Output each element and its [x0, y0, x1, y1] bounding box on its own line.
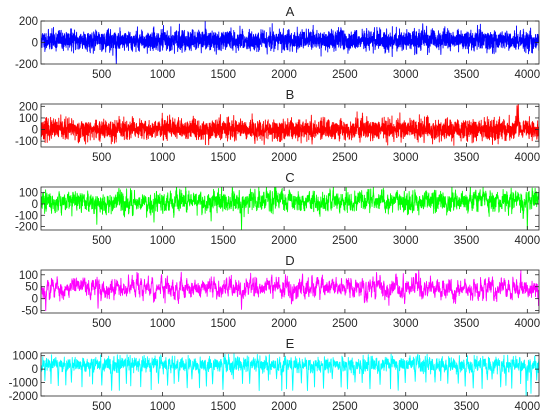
x-tick-label: 3000: [393, 152, 419, 164]
x-tick-label: 500: [92, 318, 111, 330]
x-tick-label: 4000: [515, 235, 541, 247]
series-line-1: [41, 21, 539, 64]
x-tick-label: 500: [92, 235, 111, 247]
y-tick-label: 1000: [12, 351, 38, 363]
x-tick-label: 3500: [454, 69, 480, 81]
x-tick-label: 2000: [271, 318, 297, 330]
x-tick-label: 2500: [332, 69, 358, 81]
panel-title: C: [285, 170, 294, 185]
x-tick-label: 3000: [393, 235, 419, 247]
subplot-2: 500 1000 1500 2000 2500 3000 3500 4000 -10001002…: [15, 87, 540, 164]
y-tick-label: 0: [32, 38, 38, 50]
y-tick-label: -100: [15, 210, 38, 222]
axes-frame: [40, 103, 540, 148]
x-tick-label: 500: [92, 401, 111, 413]
x-tick-label: 1500: [210, 318, 236, 330]
panel-title: D: [285, 253, 294, 268]
y-tick-label: 200: [19, 101, 38, 113]
panel-title: B: [286, 87, 295, 102]
x-tick-label: 4000: [515, 318, 541, 330]
axes-frame: [40, 186, 540, 231]
x-tick-label: 1000: [150, 318, 176, 330]
x-tick-label: 500: [92, 69, 111, 81]
x-tick-label: 1000: [150, 69, 176, 81]
panel-title: A: [286, 4, 295, 19]
x-tick-label: 4000: [515, 69, 541, 81]
y-tick-label: -200: [15, 222, 38, 234]
y-tick-label: -100: [15, 136, 38, 148]
x-tick-label: 3000: [393, 69, 419, 81]
subplot-3: 500 1000 1500 2000 2500 3000 3500 4000 -200-1000…: [15, 170, 540, 247]
x-tick-label: 2500: [332, 318, 358, 330]
x-tick-label: 3500: [454, 152, 480, 164]
subplot-1: 500 1000 1500 2000 2500 3000 3500 4000 -200 0 200 A: [15, 4, 540, 81]
y-tick-label: 100: [19, 113, 38, 125]
axes-frame: [40, 352, 540, 397]
x-tick-label: 2500: [332, 235, 358, 247]
x-tick-label: 2500: [332, 401, 358, 413]
y-tick-label: 0: [32, 199, 38, 211]
y-tick-label: 0: [32, 294, 38, 306]
y-tick-label: -1000: [9, 378, 38, 390]
x-tick-label: 3500: [454, 235, 480, 247]
y-tick-label: 100: [19, 270, 38, 282]
x-tick-label: 1500: [210, 235, 236, 247]
axes-frame: [40, 269, 540, 314]
x-tick-label: 2000: [271, 235, 297, 247]
subplot-4: 500 1000 1500 2000 2500 3000 3500 4000 -50050100…: [19, 253, 540, 330]
series-line-1: [41, 187, 539, 230]
x-tick-label: 1000: [150, 152, 176, 164]
x-tick-label: 2000: [271, 152, 297, 164]
x-tick-label: 3500: [454, 318, 480, 330]
x-tick-label: 2500: [332, 152, 358, 164]
x-tick-label: 500: [92, 152, 111, 164]
x-tick-label: 1500: [210, 69, 236, 81]
x-tick-label: 1000: [150, 235, 176, 247]
plot-area: [41, 353, 539, 396]
panel-title: E: [286, 336, 295, 351]
x-tick-label: 2000: [271, 401, 297, 413]
y-tick-label: 0: [32, 364, 38, 376]
y-tick-label: 100: [19, 188, 38, 200]
y-tick-label: 0: [32, 125, 38, 137]
x-tick-label: 1500: [210, 401, 236, 413]
series-line-1: [41, 270, 539, 312]
y-tick-label: 50: [25, 282, 38, 294]
x-tick-label: 1500: [210, 152, 236, 164]
subplot-5: 500 1000 1500 2000 2500 3000 3500 4000 -2000-100…: [9, 336, 541, 413]
y-tick-label: -200: [15, 59, 38, 71]
x-tick-label: 4000: [515, 401, 541, 413]
x-tick-label: 3500: [454, 401, 480, 413]
x-tick-label: 3000: [393, 401, 419, 413]
y-tick-label: -2000: [9, 391, 38, 403]
series-line-1: [41, 104, 539, 146]
y-tick-label: 200: [19, 16, 38, 28]
x-tick-label: 2000: [271, 69, 297, 81]
x-tick-label: 4000: [515, 152, 541, 164]
series-line-1: [41, 353, 539, 396]
x-tick-label: 3000: [393, 318, 419, 330]
y-tick-label: -50: [21, 306, 38, 318]
x-tick-label: 1000: [150, 401, 176, 413]
